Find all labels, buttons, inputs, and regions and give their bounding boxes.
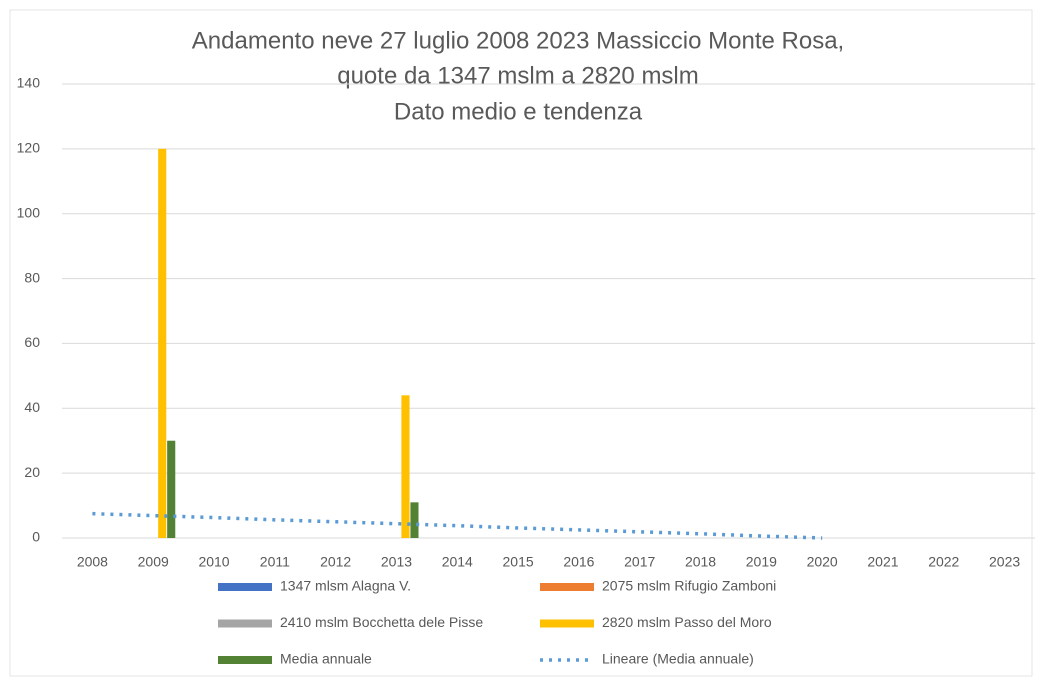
x-tick-label: 2008 bbox=[77, 554, 108, 570]
y-tick-label: 120 bbox=[17, 140, 41, 156]
x-tick-label: 2012 bbox=[320, 554, 351, 570]
y-tick-label: 60 bbox=[24, 334, 40, 350]
legend-label: 1347 mlsm Alagna V. bbox=[280, 578, 411, 594]
bar bbox=[158, 148, 167, 538]
chart-title: Andamento neve 27 luglio 2008 2023 Massi… bbox=[192, 27, 844, 54]
x-tick-label: 2011 bbox=[260, 554, 290, 570]
y-tick-label: 80 bbox=[24, 269, 40, 285]
legend-swatch bbox=[540, 619, 594, 628]
bar bbox=[167, 440, 176, 538]
x-tick-label: 2023 bbox=[989, 554, 1020, 570]
y-tick-label: 0 bbox=[32, 529, 40, 545]
x-tick-label: 2019 bbox=[746, 554, 777, 570]
x-tick-label: 2021 bbox=[867, 554, 898, 570]
y-tick-label: 40 bbox=[24, 399, 40, 415]
chart-title: Dato medio e tendenza bbox=[394, 98, 643, 125]
legend-label: Lineare (Media annuale) bbox=[602, 651, 754, 667]
legend-swatch bbox=[218, 619, 272, 628]
y-tick-label: 20 bbox=[24, 464, 40, 480]
legend-swatch bbox=[218, 656, 272, 664]
x-tick-label: 2017 bbox=[624, 554, 655, 570]
x-tick-label: 2009 bbox=[138, 554, 169, 570]
bar bbox=[410, 502, 419, 538]
y-tick-label: 100 bbox=[17, 204, 41, 220]
x-tick-label: 2020 bbox=[807, 554, 838, 570]
legend-swatch bbox=[540, 583, 594, 591]
x-tick-label: 2018 bbox=[685, 554, 716, 570]
x-tick-label: 2013 bbox=[381, 554, 412, 570]
bar bbox=[401, 395, 410, 538]
x-tick-label: 2010 bbox=[198, 554, 229, 570]
y-tick-label: 140 bbox=[17, 75, 41, 91]
x-tick-label: 2022 bbox=[928, 554, 959, 570]
trend-line bbox=[92, 511, 823, 540]
x-tick-label: 2015 bbox=[503, 554, 534, 570]
legend-label: 2820 mslm Passo del Moro bbox=[602, 614, 772, 630]
legend-swatch bbox=[218, 583, 272, 591]
legend-label: 2075 mslm Rifugio Zamboni bbox=[602, 578, 776, 594]
x-tick-label: 2014 bbox=[442, 554, 473, 570]
legend-label: Media annuale bbox=[280, 651, 372, 667]
legend-label: 2410 mslm Bocchetta dele Pisse bbox=[280, 614, 483, 630]
x-tick-label: 2016 bbox=[563, 554, 594, 570]
chart-title: quote da 1347 mslm a 2820 mslm bbox=[337, 62, 699, 89]
